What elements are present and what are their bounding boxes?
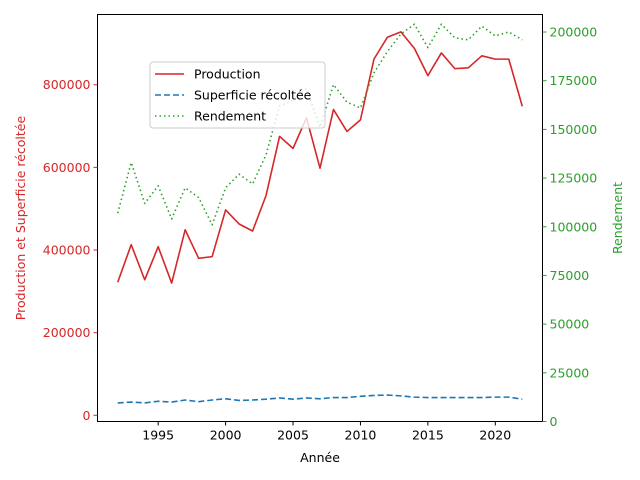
y-axis-right-ticks: 0 25000 50000 75000 100000 125000 150000 175000… (542, 25, 598, 429)
y-left-tick-label: 200000 (43, 325, 91, 340)
x-tick-label: 2020 (479, 428, 511, 443)
y-left-tick-label: 800000 (43, 77, 91, 92)
y-right-tick-label: 50000 (550, 317, 590, 332)
x-tick-label: 2015 (412, 428, 444, 443)
series-line-1 (117, 394, 523, 404)
x-tick-label: 1995 (142, 428, 174, 443)
x-tick-label: 2010 (345, 428, 377, 443)
x-axis-label: Année (300, 450, 340, 465)
y-right-tick-label: 0 (550, 414, 558, 429)
x-tick-label: 2000 (210, 428, 242, 443)
y-axis-left-ticks: 0 200000 400000 600000 800000 (43, 77, 98, 423)
y-right-tick-label: 125000 (550, 171, 598, 186)
y-right-tick-label: 75000 (550, 268, 590, 283)
y-left-tick-label: 400000 (43, 243, 91, 258)
y-axis-left-label: Production et Superficie récoltée (13, 116, 28, 321)
plot-frame (97, 14, 543, 422)
y-right-tick-label: 25000 (550, 365, 590, 380)
legend-label-1: Superficie récoltée (194, 88, 312, 103)
legend-items: Production Superficie récoltée Rendement (155, 67, 312, 124)
x-tick-label: 2005 (277, 428, 309, 443)
y-right-tick-label: 200000 (550, 25, 598, 40)
y-axis-right-label: Rendement (610, 182, 625, 254)
y-right-tick-label: 150000 (550, 122, 598, 137)
series-lines (116, 23, 524, 404)
y-left-tick-label: 600000 (43, 160, 91, 175)
x-axis-ticks: 1995 2000 2005 2010 2015 2020 (142, 421, 511, 443)
y-right-tick-label: 175000 (550, 73, 598, 88)
legend-label-2: Rendement (194, 109, 266, 124)
plot-area (116, 23, 524, 404)
legend-label-0: Production (194, 67, 261, 82)
series-line-0 (116, 31, 524, 284)
legend: Production Superficie récoltée Rendement (149, 61, 326, 129)
y-right-tick-label: 100000 (550, 219, 598, 234)
legend-box (149, 61, 326, 129)
y-left-tick-label: 0 (83, 408, 91, 423)
